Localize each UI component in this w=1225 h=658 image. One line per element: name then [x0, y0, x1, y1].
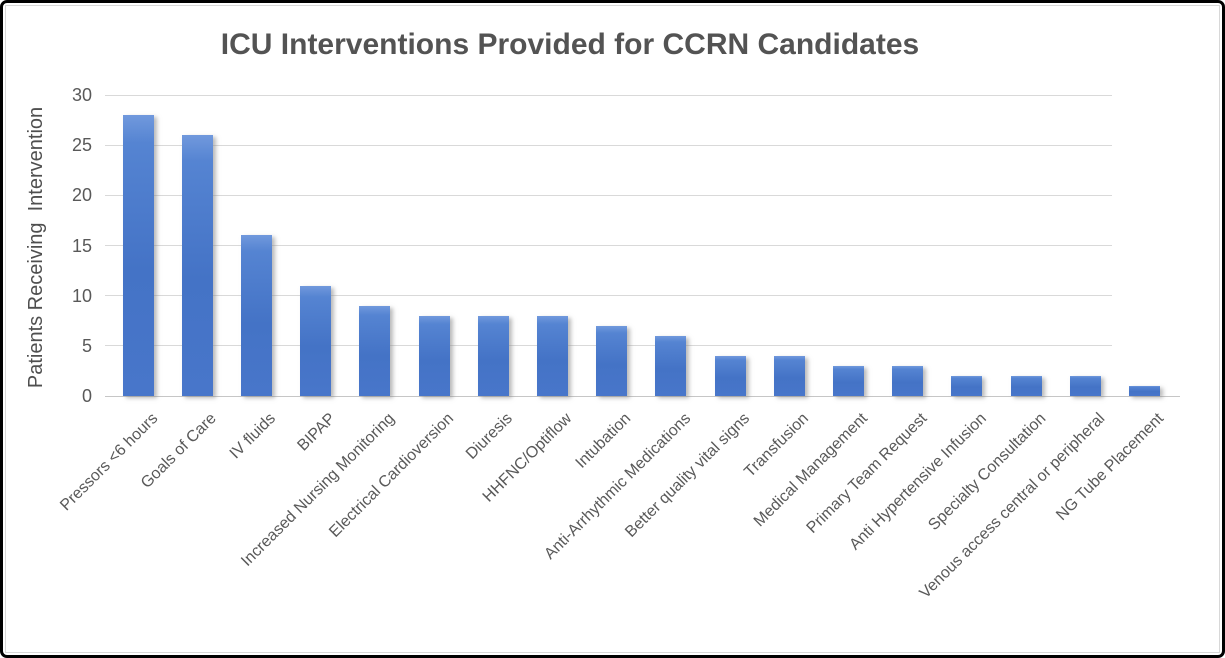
bar-6	[477, 315, 509, 396]
x-category-label: Intubation	[572, 410, 635, 472]
x-category-label: BIPAP	[294, 410, 339, 455]
bar-5	[418, 315, 450, 396]
y-tick-label-20: 20	[71, 185, 92, 206]
bar-15	[1010, 375, 1042, 396]
y-tick-label-15: 15	[71, 235, 92, 256]
y-tick-label-5: 5	[81, 335, 92, 356]
bar-3	[300, 285, 332, 396]
bar-4	[359, 305, 391, 396]
bar-12	[832, 365, 864, 396]
gridline-30	[105, 94, 1112, 96]
x-category-label: Diuresis	[463, 410, 517, 463]
bar-10	[714, 355, 746, 396]
x-category-label: Pressors <6 hours	[56, 410, 162, 515]
x-category-label: NG Tube Placement	[1053, 410, 1168, 524]
bar-16	[1069, 375, 1101, 396]
bar-1	[181, 135, 213, 396]
bar-13	[892, 365, 924, 396]
x-category-label: Specialty Consultation	[925, 410, 1050, 534]
gridline-25	[105, 144, 1112, 146]
bar-17	[1128, 385, 1160, 396]
chart-title: ICU Interventions Provided for CCRN Cand…	[220, 28, 920, 61]
x-category-label: Electrical Cardioversion	[326, 410, 458, 541]
y-tick-label-0: 0	[81, 386, 92, 406]
x-axis-line	[105, 395, 1180, 397]
bar-7	[536, 315, 568, 396]
y-tick-label-25: 25	[71, 135, 92, 156]
bar-14	[951, 375, 983, 396]
x-category-label: Better quality vital signs	[622, 410, 754, 541]
gridline-15	[105, 245, 1112, 246]
gridline-20	[105, 194, 1112, 196]
gridline-10	[105, 295, 1112, 297]
x-category-label: Medical Management	[751, 410, 872, 531]
x-category-label: IV fluids	[227, 410, 280, 463]
y-tick-label-10: 10	[71, 285, 92, 306]
bar-2	[240, 235, 272, 396]
bar-9	[655, 335, 687, 396]
y-tick-label-30: 30	[71, 85, 92, 105]
bar-8	[596, 325, 628, 396]
bar-0	[122, 115, 154, 396]
bar-11	[773, 355, 805, 396]
